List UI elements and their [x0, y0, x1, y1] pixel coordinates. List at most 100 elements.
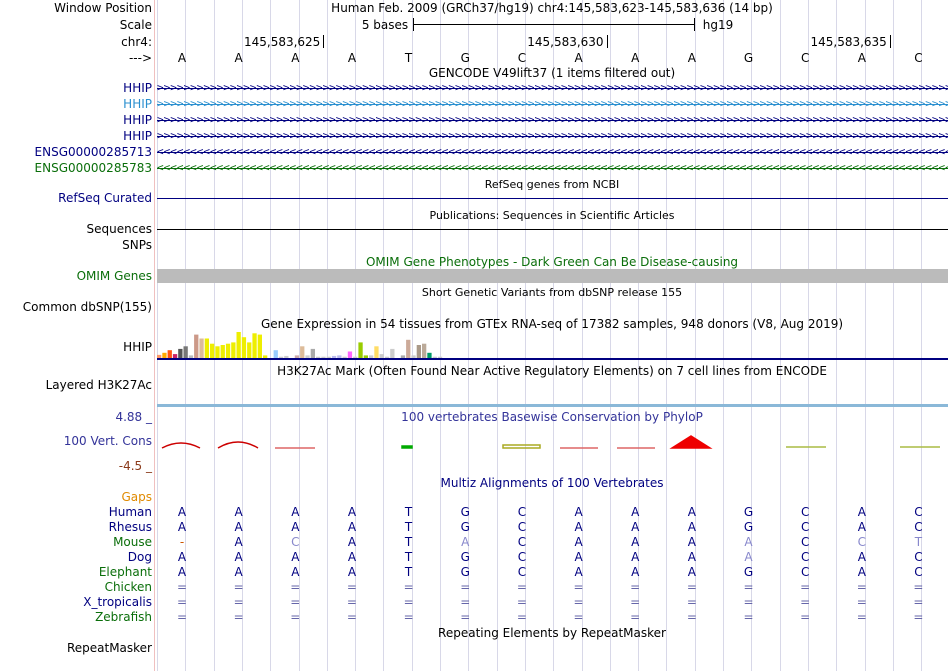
- multiz-species-label[interactable]: Dog: [128, 550, 152, 564]
- alignment-base: A: [345, 565, 359, 579]
- alignment-base: A: [742, 535, 756, 549]
- alignment-base: =: [685, 580, 699, 594]
- alignment-base: =: [911, 595, 925, 609]
- alignment-base: G: [742, 505, 756, 519]
- alignment-base: A: [232, 505, 246, 519]
- alignment-base: =: [742, 610, 756, 624]
- alignment-base: C: [515, 505, 529, 519]
- alignment-base: =: [628, 595, 642, 609]
- alignment-base: =: [742, 595, 756, 609]
- alignment-base: G: [458, 505, 472, 519]
- alignment-base: =: [855, 595, 869, 609]
- alignment-base: A: [232, 565, 246, 579]
- alignment-base: A: [628, 535, 642, 549]
- alignment-base: =: [232, 580, 246, 594]
- alignment-base: =: [175, 580, 189, 594]
- alignment-base: =: [175, 610, 189, 624]
- alignment-base: =: [628, 610, 642, 624]
- multiz-species-label[interactable]: X_tropicalis: [83, 595, 152, 609]
- alignment-base: =: [798, 610, 812, 624]
- multiz-species-label[interactable]: Zebrafish: [95, 610, 152, 624]
- alignment-base: G: [458, 550, 472, 564]
- alignment-base: A: [855, 505, 869, 519]
- alignment-base: A: [572, 550, 586, 564]
- alignment-base: =: [402, 580, 416, 594]
- alignment-base: T: [402, 535, 416, 549]
- alignment-base: =: [515, 595, 529, 609]
- alignment-base: A: [685, 520, 699, 534]
- alignment-base: =: [345, 610, 359, 624]
- alignment-base: T: [911, 535, 925, 549]
- alignment-base: A: [288, 505, 302, 519]
- alignment-base: C: [911, 505, 925, 519]
- alignment-base: =: [685, 595, 699, 609]
- alignment-base: G: [742, 520, 756, 534]
- alignment-base: A: [685, 565, 699, 579]
- alignment-base: =: [175, 595, 189, 609]
- alignment-base: A: [855, 550, 869, 564]
- alignment-base: C: [911, 520, 925, 534]
- gaps-label[interactable]: Gaps: [121, 490, 152, 504]
- alignment-base: T: [402, 520, 416, 534]
- multiz-species-label[interactable]: Chicken: [105, 580, 152, 594]
- phylop-signal-shape[interactable]: [503, 445, 540, 448]
- alignment-base: G: [458, 520, 472, 534]
- alignment-base: C: [288, 535, 302, 549]
- alignment-base: =: [402, 610, 416, 624]
- phylop-signal-shape[interactable]: [162, 443, 200, 448]
- repeatmasker-track-label[interactable]: RepeatMasker: [67, 641, 152, 655]
- alignment-base: A: [628, 505, 642, 519]
- alignment-base: A: [345, 550, 359, 564]
- alignment-base: =: [288, 580, 302, 594]
- alignment-base: =: [458, 580, 472, 594]
- alignment-base: C: [911, 550, 925, 564]
- alignment-base: A: [288, 565, 302, 579]
- alignment-base: A: [458, 535, 472, 549]
- alignment-base: T: [402, 565, 416, 579]
- alignment-base: C: [798, 535, 812, 549]
- alignment-base: =: [798, 595, 812, 609]
- alignment-base: A: [572, 505, 586, 519]
- alignment-base: A: [628, 520, 642, 534]
- alignment-base: =: [232, 610, 246, 624]
- alignment-base: A: [572, 520, 586, 534]
- phylop-signal-shape[interactable]: [218, 442, 258, 448]
- alignment-base: A: [175, 550, 189, 564]
- alignment-base: A: [288, 550, 302, 564]
- alignment-base: =: [572, 610, 586, 624]
- multiz-species-label[interactable]: Human: [109, 505, 152, 519]
- alignment-base: A: [572, 565, 586, 579]
- alignment-base: G: [742, 565, 756, 579]
- alignment-base: =: [458, 610, 472, 624]
- alignment-base: A: [742, 550, 756, 564]
- alignment-base: A: [232, 550, 246, 564]
- alignment-base: =: [515, 610, 529, 624]
- alignment-base: C: [515, 550, 529, 564]
- alignment-base: A: [232, 520, 246, 534]
- alignment-base: =: [345, 595, 359, 609]
- alignment-base: A: [628, 565, 642, 579]
- alignment-base: =: [628, 580, 642, 594]
- alignment-base: T: [402, 550, 416, 564]
- alignment-base: -: [175, 535, 189, 549]
- multiz-species-label[interactable]: Mouse: [113, 535, 152, 549]
- alignment-base: G: [458, 565, 472, 579]
- alignment-base: =: [515, 580, 529, 594]
- phylop-signal-shape[interactable]: [402, 446, 412, 448]
- multiz-species-label[interactable]: Elephant: [99, 565, 152, 579]
- alignment-base: =: [572, 595, 586, 609]
- alignment-base: =: [798, 580, 812, 594]
- alignment-base: C: [798, 505, 812, 519]
- alignment-base: =: [685, 610, 699, 624]
- multiz-species-label[interactable]: Rhesus: [109, 520, 152, 534]
- alignment-base: C: [798, 550, 812, 564]
- alignment-base: A: [345, 535, 359, 549]
- alignment-base: C: [515, 565, 529, 579]
- alignment-base: =: [288, 595, 302, 609]
- phylop-signal-shape[interactable]: [672, 436, 710, 448]
- alignment-base: A: [345, 520, 359, 534]
- alignment-base: =: [911, 580, 925, 594]
- multiz-track-title: Multiz Alignments of 100 Vertebrates: [440, 476, 663, 490]
- alignment-base: =: [572, 580, 586, 594]
